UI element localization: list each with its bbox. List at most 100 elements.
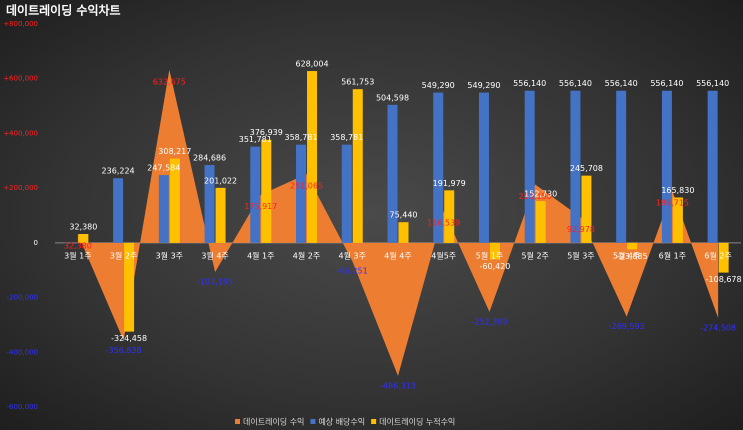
bar: [707, 90, 718, 243]
chart-title: 데이트레이딩 수익차트: [6, 3, 121, 18]
area-label: -107,195: [197, 278, 233, 287]
area-label: 116,539: [427, 218, 460, 227]
bar: [204, 164, 215, 243]
bar-label: 236,224: [102, 167, 135, 176]
y-tick-label: +800,000: [3, 20, 38, 28]
bar-label: 247,584: [147, 164, 180, 173]
bar-label: 628,004: [295, 60, 328, 69]
x-tick-label: 4월 2주: [293, 250, 320, 260]
bar: [307, 71, 318, 243]
x-tick-label: 5월 2주: [521, 250, 548, 260]
bar-label: 556,140: [605, 79, 638, 88]
bar-label: -23,885: [617, 252, 648, 261]
legend-label: 데이트레이딩 수익: [243, 417, 304, 427]
y-tick-label: +200,000: [3, 184, 38, 192]
bar-label: 245,708: [570, 164, 603, 173]
legend-swatch: [235, 419, 240, 424]
bar: [478, 92, 489, 243]
area-label: 251,065: [290, 182, 323, 191]
y-tick-label: +600,000: [3, 75, 38, 83]
legend-label: 예상 배당수익: [318, 417, 365, 427]
bar-label: -324,458: [111, 334, 147, 343]
area-label: -252,399: [471, 317, 507, 326]
bar: [169, 158, 180, 243]
legend-swatch: [371, 419, 377, 424]
area-label: 175,917: [244, 202, 277, 211]
bar-label: 556,140: [559, 79, 592, 88]
bar: [398, 222, 409, 243]
bar: [250, 146, 261, 243]
bar-label: 284,686: [193, 153, 226, 162]
bar-label: 504,598: [376, 93, 409, 102]
bar-label: 358,781: [284, 133, 317, 142]
bar: [627, 242, 638, 250]
bar: [444, 190, 455, 243]
x-tick-label: 5월 4주: [613, 250, 640, 260]
bar: [387, 104, 398, 243]
bar-label: 191,979: [433, 179, 466, 188]
x-tick-label: 4월 3주: [339, 250, 366, 260]
bar: [352, 89, 363, 243]
x-tick-label: 4월 4주: [384, 250, 411, 260]
bar: [672, 197, 683, 243]
x-tick-label: 6월 2주: [704, 250, 731, 260]
bar: [661, 90, 672, 243]
x-tick-label: 3월 1주: [64, 250, 91, 260]
x-tick-label: 4월 1주: [247, 250, 274, 260]
bar-label: 201,022: [204, 176, 237, 185]
bar: [113, 178, 124, 243]
bar-label: 376,939: [250, 128, 283, 137]
y-tick-label: -600,000: [7, 403, 38, 411]
bar: [616, 90, 627, 243]
area-label: -274,508: [700, 323, 736, 332]
bar: [570, 90, 581, 243]
bar-label: 556,140: [650, 79, 683, 88]
bar: [296, 144, 307, 243]
y-tick-label: -200,000: [7, 294, 38, 302]
area-label: -66,251: [337, 266, 368, 275]
x-tick-label: 3월 4주: [201, 250, 228, 260]
area-label: 92,978: [567, 225, 595, 234]
bar: [261, 139, 272, 243]
legend-swatch: [310, 419, 316, 424]
area-label: -486,313: [380, 381, 416, 390]
x-tick-label: 3월 2주: [110, 250, 137, 260]
bar: [158, 175, 169, 243]
area-label: -356,838: [106, 346, 142, 355]
bar-label: 556,140: [513, 79, 546, 88]
y-tick-label: 0: [34, 239, 38, 247]
bar-label: 556,140: [696, 79, 729, 88]
y-tick-label: +400,000: [3, 129, 38, 137]
bar-label: 351,781: [239, 135, 272, 144]
bar-label: -108,678: [706, 275, 742, 284]
bar-label: 308,217: [158, 147, 191, 156]
bar-label: 358,781: [330, 133, 363, 142]
bar-label: 549,290: [467, 81, 500, 90]
y-tick-label: -400,000: [7, 348, 38, 356]
bar-label: 561,753: [341, 78, 374, 87]
bar: [581, 175, 592, 243]
bar: [489, 242, 500, 260]
bar-label: 165,830: [661, 186, 694, 195]
x-tick-label: 3월 3주: [156, 250, 183, 260]
bar: [433, 92, 444, 243]
bar: [341, 144, 352, 243]
bar-label: 32,380: [69, 222, 97, 231]
area-label: 632,675: [153, 77, 186, 86]
x-tick-label: 5월 1주: [476, 250, 503, 260]
bar-label: 152,730: [524, 190, 557, 199]
legend-label: 데이트레이딩 누적수익: [379, 417, 455, 427]
area-label: 32,380: [64, 241, 92, 250]
area-label: -269,593: [609, 322, 645, 331]
bar-label: 549,290: [422, 81, 455, 90]
x-tick-label: 4월5주: [431, 250, 456, 260]
bar: [535, 201, 546, 243]
bar: [718, 242, 729, 273]
x-tick-label: 5월 3주: [567, 250, 594, 260]
bar: [524, 90, 535, 243]
bar: [78, 233, 89, 243]
x-tick-label: 6월 1주: [659, 250, 686, 260]
bar-label: 75,440: [390, 211, 418, 220]
area-label: 189,715: [656, 198, 689, 207]
